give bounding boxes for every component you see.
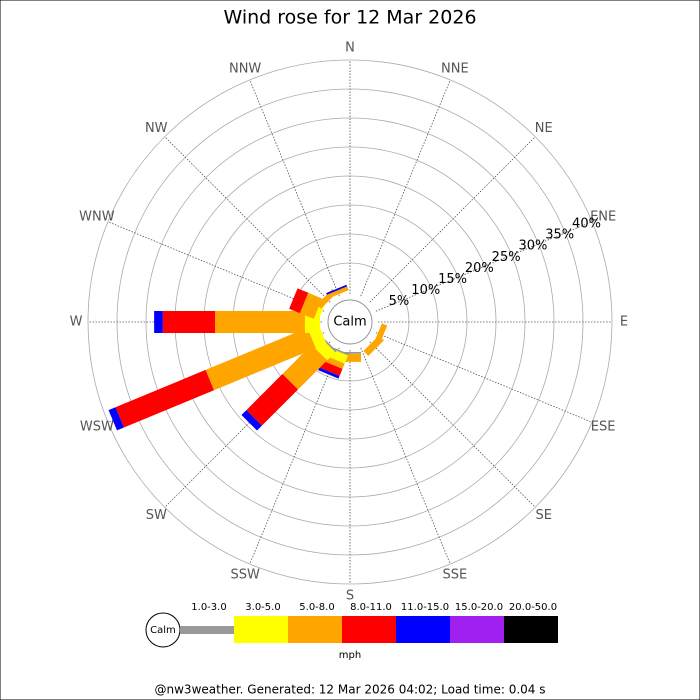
direction-label: S — [346, 589, 354, 604]
chart-title: Wind rose for 12 Mar 2026 — [223, 7, 476, 29]
rose-bar — [108, 407, 124, 431]
direction-label: ESE — [591, 419, 616, 434]
legend-calm-label: Calm — [150, 625, 176, 636]
legend-swatch — [288, 616, 342, 643]
legend-label: 15.0-20.0 — [455, 602, 503, 613]
direction-label: SW — [146, 508, 167, 523]
spoke — [360, 347, 451, 565]
spoke — [375, 332, 593, 423]
rose-bar — [326, 284, 348, 295]
ring-label: 30% — [518, 239, 547, 254]
legend-swatch — [396, 616, 450, 643]
rose-bar — [363, 335, 384, 356]
spoke — [360, 79, 451, 297]
spoke — [375, 221, 593, 312]
spoke — [369, 341, 536, 508]
legend-swatch — [450, 616, 504, 643]
legend-swatch — [504, 616, 558, 643]
legend-unit: mph — [339, 650, 361, 661]
ring — [87, 59, 613, 585]
rose-bar — [319, 360, 343, 376]
direction-label: SSE — [442, 568, 467, 583]
legend-label: 20.0-50.0 — [509, 602, 557, 613]
ring-label: 20% — [465, 261, 494, 276]
legend-swatch — [342, 616, 396, 643]
ring-label: 15% — [438, 272, 467, 287]
direction-label: N — [345, 41, 355, 56]
direction-label: WNW — [79, 210, 115, 225]
direction-label: SE — [536, 508, 552, 523]
direction-label: NNE — [441, 61, 469, 76]
legend-label: 8.0-11.0 — [350, 602, 392, 613]
rose-bar — [289, 288, 309, 314]
legend-swatch — [234, 616, 288, 643]
spoke — [107, 221, 325, 312]
calm-label: Calm — [333, 315, 366, 330]
direction-label: WSW — [80, 419, 114, 434]
legend-label: 1.0-3.0 — [191, 602, 226, 613]
ring-label: 35% — [545, 228, 574, 243]
ring-label: 40% — [572, 217, 601, 232]
direction-label: E — [620, 315, 628, 330]
calm-circle — [327, 299, 373, 345]
ring-label: 5% — [389, 294, 410, 309]
ring — [145, 117, 555, 527]
legend-label: 11.0-15.0 — [401, 602, 449, 613]
rose-bar — [205, 327, 316, 391]
rose-bar — [162, 311, 216, 333]
rose-bar — [154, 311, 163, 333]
rose-bar — [326, 286, 349, 299]
spoke — [369, 136, 536, 303]
direction-label: NW — [145, 121, 168, 136]
direction-label: ENE — [590, 210, 616, 225]
rose-bar — [318, 367, 340, 379]
direction-label: NNW — [229, 61, 261, 76]
rose-bar — [115, 369, 214, 428]
legend-swatch — [180, 626, 234, 634]
ring-label: 10% — [411, 283, 440, 298]
spoke — [249, 347, 340, 565]
legend-label: 3.0-5.0 — [245, 602, 280, 613]
direction-label: SSW — [230, 568, 260, 583]
direction-label: NE — [535, 121, 553, 136]
legend-label: 5.0-8.0 — [299, 602, 334, 613]
rose-bar — [246, 373, 299, 426]
rose-bar — [299, 292, 323, 319]
spoke — [164, 136, 331, 303]
spoke — [249, 79, 340, 297]
rose-bar — [215, 311, 305, 333]
rose-bar — [282, 344, 328, 390]
rose-bar — [241, 410, 262, 431]
footer: @nw3weather. Generated: 12 Mar 2026 04:0… — [155, 683, 546, 697]
direction-label: W — [70, 315, 83, 330]
ring-label: 25% — [492, 250, 521, 265]
